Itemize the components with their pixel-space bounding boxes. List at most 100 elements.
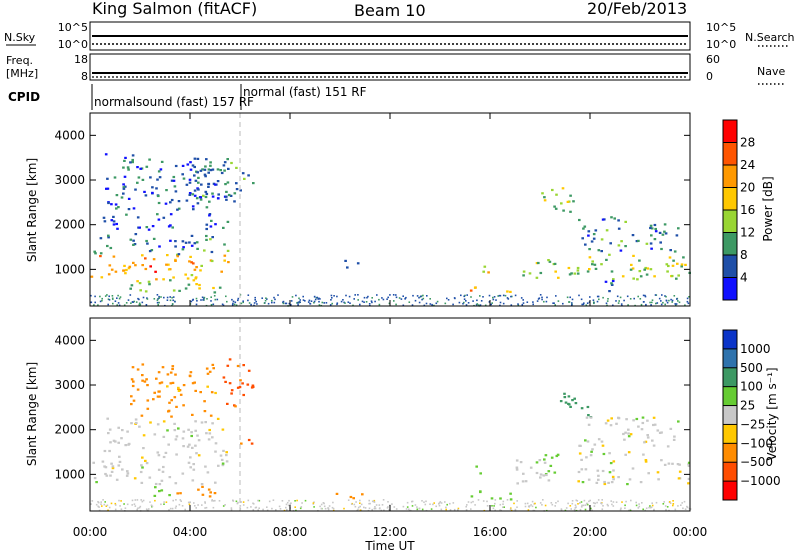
data-cell [160,503,162,506]
data-cell [177,200,181,203]
data-cell [190,434,193,438]
data-cell [201,504,203,506]
data-cell [118,297,121,300]
colorbar-tick-label: 25 [740,399,755,413]
data-cell [148,158,151,161]
data-cell [575,506,577,508]
data-cell [142,296,145,299]
data-cell [149,265,152,268]
data-cell [141,178,145,181]
data-cell [584,243,587,246]
data-cell [187,501,190,504]
colorbar-segment [723,405,737,425]
data-cell [516,500,518,502]
data-cell [205,158,208,161]
data-cell [665,295,667,298]
data-cell [671,301,673,303]
data-cell [499,304,501,307]
data-cell [444,302,447,305]
data-cell [90,294,92,297]
data-cell [331,506,334,509]
data-cell [331,302,333,305]
data-cell [646,267,650,270]
data-cell [158,382,162,385]
data-cell [114,300,117,302]
colorbar-segment [723,481,737,501]
data-cell [647,472,650,475]
data-cell [153,391,156,394]
data-cell [229,194,233,197]
data-cell [612,304,614,307]
data-cell [589,296,591,298]
data-cell [219,454,223,457]
data-cell [169,239,172,242]
data-cell [199,391,202,394]
data-cell [106,244,109,248]
data-cell [350,503,353,505]
data-cell [686,506,689,509]
data-cell [687,302,690,305]
data-cell [177,389,181,392]
data-cell [210,259,214,263]
data-cell [91,500,94,502]
data-cell [515,466,519,469]
data-cell [608,452,611,455]
data-cell [169,213,173,216]
data-cell [90,275,94,278]
data-cell [446,297,448,300]
data-cell [656,471,660,474]
data-cell [366,296,368,299]
data-cell [281,500,284,502]
data-cell [580,468,584,471]
data-cell [190,431,193,434]
data-cell [129,294,132,296]
data-cell [618,300,620,302]
data-cell [131,161,134,164]
data-cell [687,477,691,480]
data-cell [635,501,637,504]
data-cell [226,158,229,161]
data-cell [597,438,601,441]
data-cell [137,297,139,300]
data-cell [453,508,456,511]
data-cell [411,304,414,306]
data-cell [181,240,185,243]
data-cell [138,302,141,305]
data-cell [175,453,178,456]
data-cell [107,236,110,239]
data-cell [117,426,120,429]
data-cell [421,298,423,301]
data-cell [644,440,648,443]
data-cell [120,437,123,440]
data-cell [116,297,118,299]
data-cell [199,169,203,172]
data-cell [138,303,141,306]
colorbar-segment [723,386,737,407]
data-cell [585,456,588,459]
data-cell [522,299,524,301]
data-cell [167,410,170,413]
data-cell [624,245,627,248]
data-cell [687,463,690,466]
data-cell [126,472,130,475]
data-cell [136,508,138,511]
data-cell [624,453,627,456]
station-title: King Salmon (fitACF) [92,0,257,18]
data-cell [424,503,427,506]
data-cell [363,296,366,299]
data-cell [130,422,133,425]
data-cell [117,206,120,209]
data-cell [572,200,575,203]
data-cell [272,499,275,501]
data-cell [193,381,196,384]
data-cell [271,507,273,510]
data-cell [653,275,656,278]
data-cell [680,504,682,506]
data-cell [181,472,185,475]
data-cell [201,493,205,496]
data-cell [534,502,536,505]
data-cell [301,502,303,504]
data-cell [646,419,649,422]
data-cell [641,416,645,419]
